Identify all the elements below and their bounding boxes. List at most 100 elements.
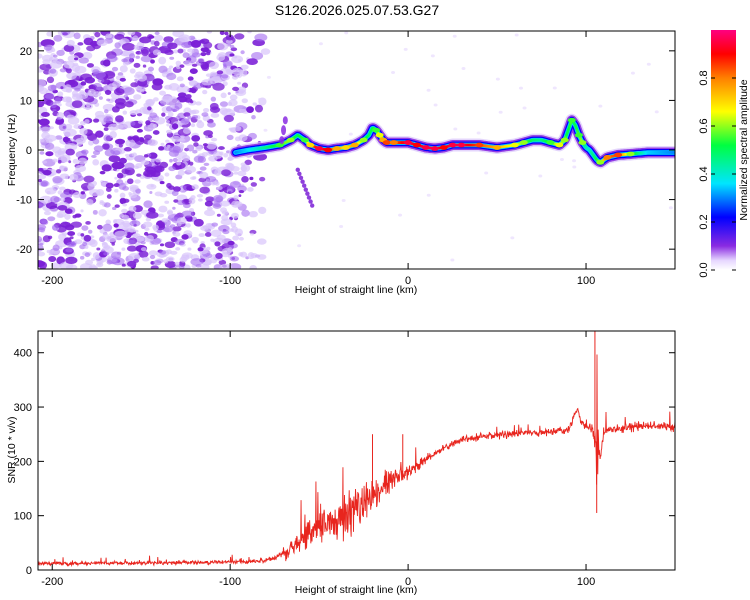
noise-blob bbox=[64, 123, 73, 131]
noise-blob bbox=[128, 192, 132, 196]
noise-blob bbox=[139, 36, 152, 44]
noise-blob bbox=[38, 79, 47, 88]
noise-blob bbox=[122, 87, 135, 96]
noise-blob bbox=[81, 149, 89, 155]
noise-blob bbox=[266, 75, 271, 79]
noise-blob bbox=[430, 54, 435, 58]
noise-blob bbox=[222, 229, 230, 235]
track-node bbox=[439, 145, 448, 150]
noise-blob bbox=[157, 213, 165, 218]
noise-blob bbox=[202, 108, 210, 113]
noise-blob bbox=[251, 114, 256, 120]
track-node bbox=[375, 132, 384, 138]
noise-blob bbox=[96, 247, 101, 251]
noise-blob bbox=[48, 126, 55, 130]
noise-blob bbox=[191, 63, 198, 67]
noise-blob bbox=[220, 218, 233, 226]
noise-blob bbox=[140, 159, 150, 166]
frequency-track bbox=[229, 113, 675, 169]
noise-blob bbox=[177, 48, 184, 54]
noise-blob bbox=[123, 147, 132, 152]
noise-blob bbox=[205, 175, 217, 183]
noise-blob bbox=[100, 181, 107, 187]
noise-blob bbox=[210, 238, 215, 242]
noise-blob bbox=[75, 164, 87, 173]
noise-blob bbox=[104, 109, 109, 114]
noise-blob bbox=[572, 159, 577, 163]
noise-blob bbox=[105, 182, 114, 189]
noise-blob bbox=[38, 261, 48, 269]
track-node bbox=[448, 142, 457, 148]
noise-blob bbox=[55, 81, 68, 90]
noise-blob bbox=[52, 158, 58, 163]
noise-blob bbox=[114, 33, 125, 40]
noise-blob bbox=[209, 256, 218, 264]
noise-blob bbox=[59, 173, 70, 180]
noise-blob bbox=[66, 241, 77, 248]
noise-blob bbox=[190, 195, 196, 200]
noise-blob bbox=[238, 190, 245, 194]
noise-blob bbox=[171, 190, 179, 197]
noise-blob bbox=[147, 66, 155, 72]
noise-blob bbox=[98, 209, 107, 217]
noise-blob bbox=[121, 208, 128, 214]
noise-blob bbox=[209, 71, 218, 77]
noise-blob bbox=[341, 198, 346, 202]
noise-blob bbox=[136, 173, 142, 177]
noise-blob bbox=[227, 92, 231, 95]
noise-blob bbox=[177, 92, 187, 98]
noise-blob bbox=[126, 245, 138, 252]
noise-blob bbox=[231, 226, 238, 233]
noise-blob bbox=[80, 81, 87, 86]
noise-blob bbox=[119, 77, 126, 82]
noise-blob bbox=[89, 239, 98, 248]
noise-blob bbox=[111, 161, 125, 170]
noise-blob bbox=[191, 184, 199, 190]
noise-blob bbox=[238, 236, 244, 241]
noise-blob bbox=[56, 169, 62, 174]
noise-blob bbox=[153, 40, 160, 47]
noise-blob bbox=[39, 195, 53, 204]
snr-y-label: SNR (10 * v/v) bbox=[6, 416, 18, 483]
noise-blob bbox=[125, 139, 136, 148]
noise-blob bbox=[122, 203, 128, 207]
noise-blob bbox=[45, 201, 58, 210]
noise-blob bbox=[260, 48, 271, 55]
noise-blob bbox=[163, 36, 174, 43]
noise-blob bbox=[65, 67, 72, 74]
noise-blob bbox=[227, 247, 233, 253]
noise-blob bbox=[189, 100, 194, 104]
noise-blob bbox=[257, 254, 267, 260]
noise-blob bbox=[156, 229, 163, 234]
noise-blob bbox=[138, 250, 149, 258]
noise-blob bbox=[193, 142, 199, 147]
noise-blob bbox=[179, 256, 187, 263]
noise-blob bbox=[204, 232, 212, 237]
noise-blob bbox=[238, 108, 247, 113]
noise-blob bbox=[231, 55, 244, 64]
noise-blob bbox=[93, 118, 100, 123]
noise-blob bbox=[58, 123, 67, 131]
noise-blob bbox=[81, 225, 89, 231]
noise-blob bbox=[171, 135, 181, 143]
noise-blob bbox=[66, 39, 75, 47]
noise-blob bbox=[200, 225, 209, 231]
noise-blob bbox=[65, 256, 78, 265]
noise-blob bbox=[166, 120, 170, 124]
noise-blob bbox=[147, 139, 158, 147]
noise-blob bbox=[217, 186, 223, 190]
noise-blob bbox=[510, 236, 515, 240]
noise-blob bbox=[38, 100, 45, 108]
noise-field bbox=[38, 31, 673, 269]
noise-blob bbox=[297, 244, 302, 248]
noise-blob bbox=[164, 172, 170, 177]
noise-blob bbox=[38, 235, 43, 243]
track-node bbox=[603, 155, 612, 160]
noise-blob bbox=[173, 49, 179, 54]
snr-panel: -200 -100 0 100 0 100 200 300 400 Height of str… bbox=[6, 330, 676, 596]
snr-y-tick-label: 200 bbox=[14, 456, 32, 468]
noise-blob bbox=[518, 86, 523, 90]
noise-blob bbox=[74, 239, 83, 245]
noise-blob bbox=[59, 186, 66, 191]
noise-blob bbox=[220, 92, 227, 99]
